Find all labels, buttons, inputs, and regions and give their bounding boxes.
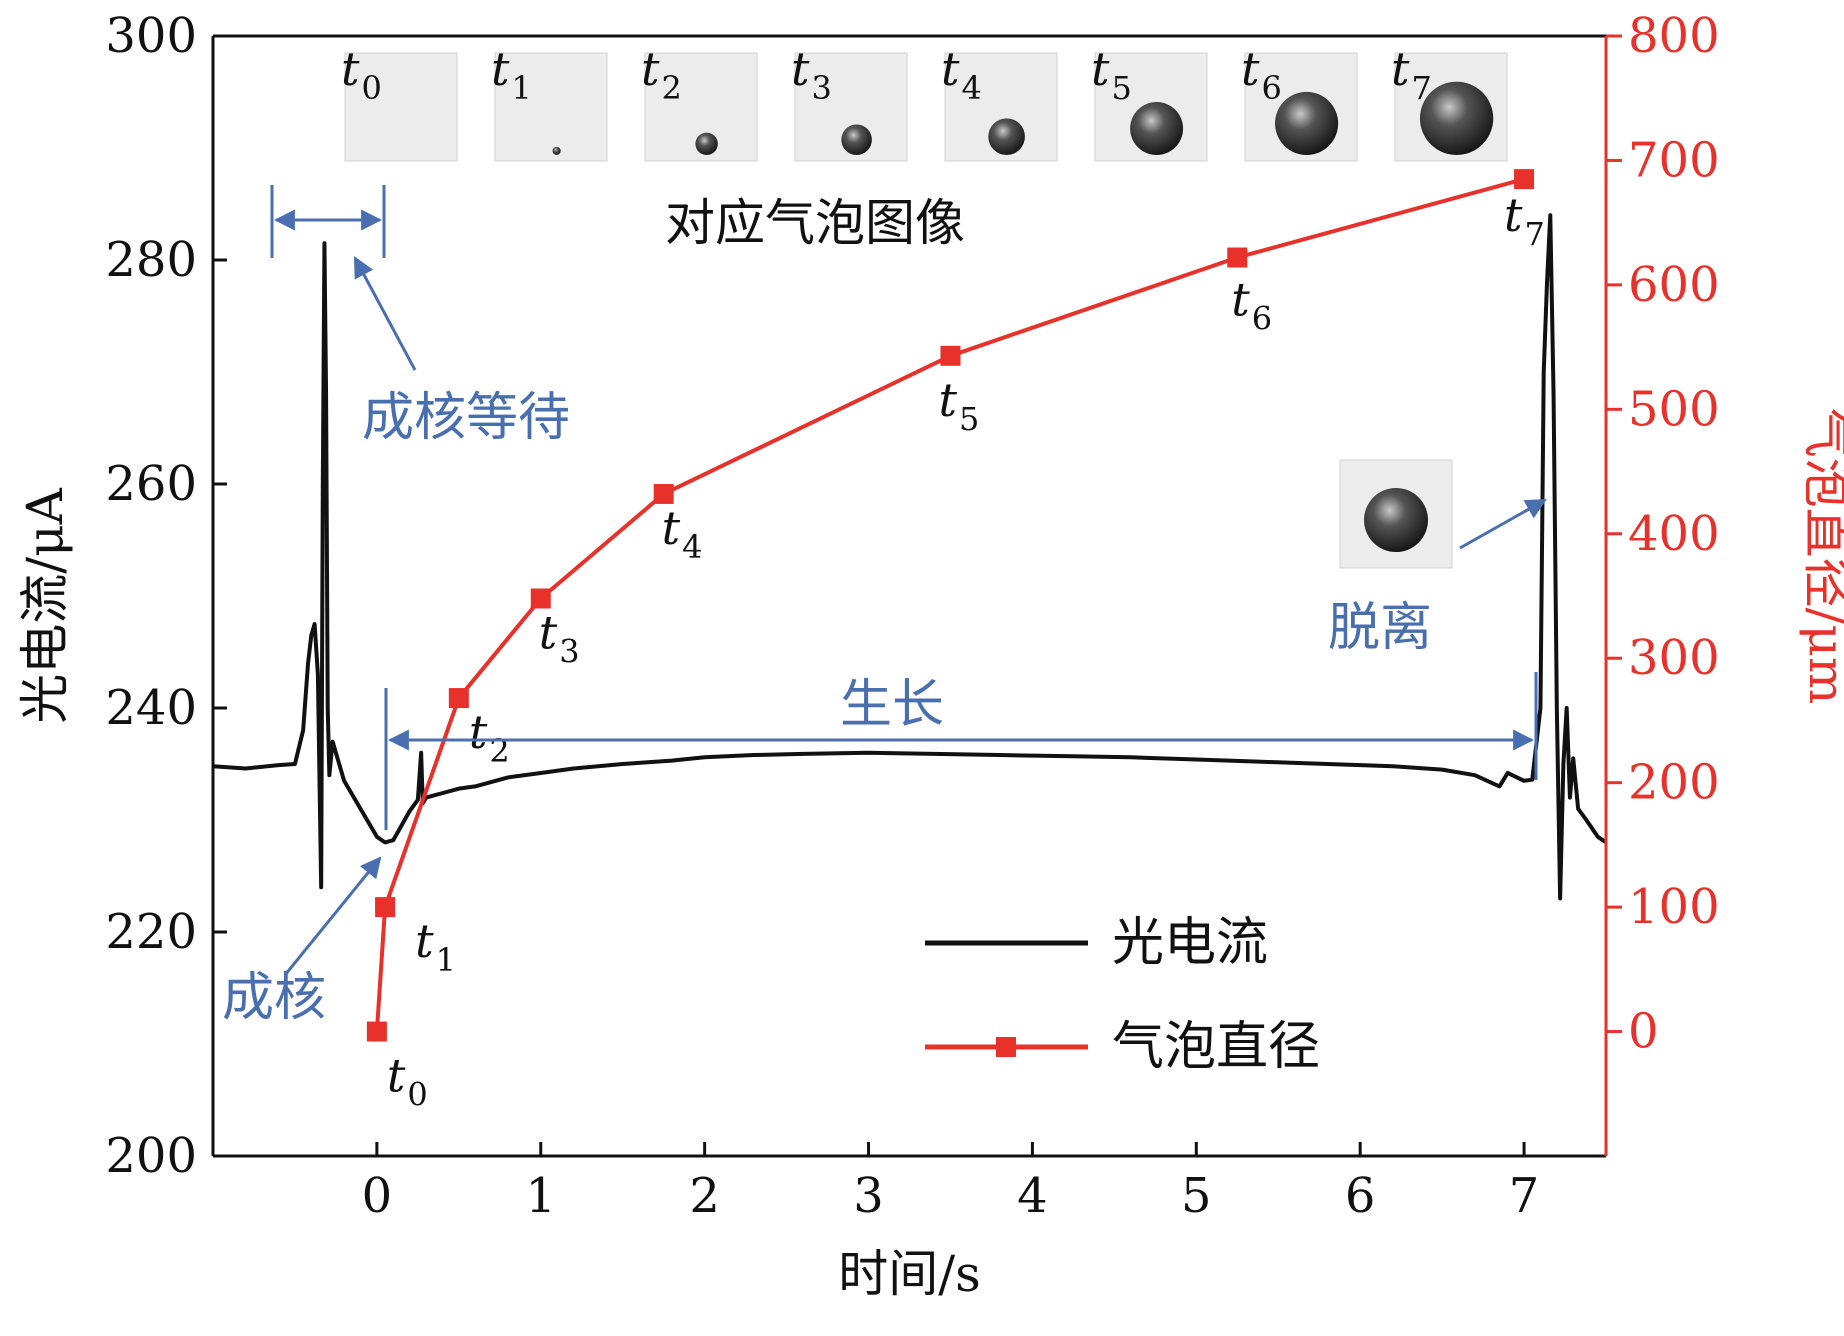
thumbnail-frame: [494, 52, 608, 162]
x-tick-label: 4: [1017, 1168, 1048, 1224]
plot-area: [212, 169, 1608, 1042]
bubble-icon: [1130, 102, 1184, 155]
bubble-icon: [988, 118, 1025, 155]
nucleation-label: 成核: [222, 968, 326, 1028]
bubble-icon: [1275, 91, 1339, 155]
point-label-t1: t1: [415, 914, 456, 979]
left-tick-label: 220: [105, 904, 197, 960]
right-tick-label: 400: [1628, 506, 1720, 562]
nucleation-wait-label: 成核等待: [362, 388, 570, 448]
bubble-icon: [1364, 488, 1428, 552]
point-label-t6: t6: [1231, 273, 1272, 338]
bubble-diameter-point: [366, 1021, 387, 1042]
x-tick-label: 6: [1345, 1168, 1376, 1224]
axes: 2002202402602803000100200300400500600700…: [16, 8, 1844, 1303]
x-tick-label: 0: [362, 1168, 393, 1224]
right-tick-label: 0: [1628, 1004, 1659, 1060]
thumbnails: t0 t1 t2 t3 t4 t5 t6 t7: [341, 42, 1508, 569]
left-tick-label: 260: [105, 456, 197, 512]
bubble-icon: [552, 146, 561, 155]
point-label-t5: t5: [938, 373, 979, 438]
left-tick-label: 200: [105, 1128, 197, 1184]
bubble-diameter-line: [374, 177, 1525, 1032]
nucleation-pointer-arrow: [283, 856, 382, 976]
bubble-thumbnail-6: t6: [1241, 42, 1358, 162]
point-label-t2: t2: [469, 705, 510, 770]
right-tick-label: 300: [1628, 630, 1720, 686]
annotations: 对应气泡图像 成核等待 成核 生长 脱离 t0 t1 t2 t3 t4 t5 t6 t7: [222, 185, 1547, 1114]
x-tick-label: 1: [525, 1168, 556, 1224]
left-axis-title: 光电流/μA: [16, 487, 74, 723]
x-axis-title: 时间/s: [838, 1245, 981, 1303]
bubble-diameter-point: [1227, 247, 1248, 268]
right-tick-label: 100: [1628, 879, 1720, 935]
x-tick-label: 5: [1181, 1168, 1212, 1224]
x-tick-label: 2: [689, 1168, 720, 1224]
right-tick-label: 800: [1628, 8, 1720, 64]
bubble-thumbnail-1: t1: [491, 42, 608, 162]
point-label-t4: t4: [662, 501, 703, 566]
right-tick-label: 200: [1628, 755, 1720, 811]
bubble-thumbnail-2: t2: [641, 42, 758, 162]
bubble-diameter-point: [375, 897, 396, 918]
bubble-diameter-point: [530, 588, 551, 609]
bubble-diameter-point: [653, 483, 674, 504]
right-tick-label: 700: [1628, 132, 1720, 188]
left-tick-label: 240: [105, 680, 197, 736]
bubble-thumbnail-7: t7: [1391, 42, 1508, 162]
point-label-t3: t3: [539, 605, 580, 670]
detachment-thumbnail: [1339, 459, 1453, 569]
x-tick-label: 3: [853, 1168, 884, 1224]
legend: 光电流 气泡直径: [925, 913, 1320, 1077]
left-tick-label: 280: [105, 232, 197, 288]
x-tick-label: 7: [1509, 1168, 1540, 1224]
legend-photocurrent-label: 光电流: [1112, 913, 1268, 973]
legend-diameter-label: 气泡直径: [1112, 1017, 1320, 1077]
legend-diameter-marker: [996, 1037, 1016, 1057]
bubble-thumbnail-0: t0: [341, 42, 458, 162]
bubble-thumbnail-5: t5: [1091, 42, 1208, 162]
wait-pointer-arrow: [353, 256, 417, 371]
bubble-icon: [841, 124, 872, 155]
bubble-icon: [1419, 81, 1494, 155]
thumbnail-frame: [344, 52, 458, 162]
bubble-diameter-point: [940, 345, 961, 366]
detachment-label: 脱离: [1328, 598, 1432, 658]
images-caption: 对应气泡图像: [665, 194, 965, 252]
bubble-thumbnail-3: t3: [791, 42, 908, 162]
right-axis-title: 气泡直径/μm: [1798, 408, 1844, 705]
bubble-diameter-point: [448, 688, 469, 709]
bubble-thumbnail-4: t4: [941, 42, 1058, 162]
right-tick-label: 500: [1628, 381, 1720, 437]
growth-label: 生长: [840, 675, 944, 735]
point-label-t7: t7: [1504, 188, 1545, 253]
detachment-pointer-arrow: [1459, 498, 1547, 550]
bubble-icon: [695, 132, 718, 155]
point-label-t0: t0: [387, 1049, 428, 1114]
left-tick-label: 300: [105, 8, 197, 64]
bubble-diameter-point: [1514, 169, 1535, 190]
right-tick-label: 600: [1628, 257, 1720, 313]
photocurrent-line: [212, 213, 1608, 901]
